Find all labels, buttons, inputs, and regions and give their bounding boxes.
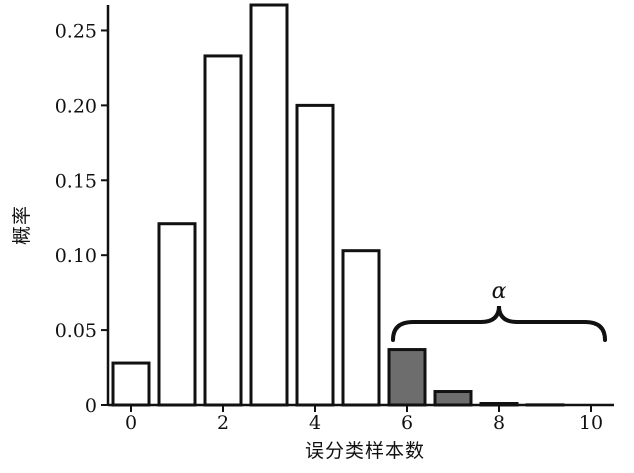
bar-3 bbox=[251, 5, 287, 405]
bar-0 bbox=[113, 363, 149, 405]
y-tick-label: 0.15 bbox=[55, 170, 97, 192]
y-tick-label: 0.25 bbox=[55, 20, 97, 42]
x-tick-label: 10 bbox=[579, 412, 603, 434]
x-tick-label: 8 bbox=[493, 412, 505, 434]
x-tick-label: 0 bbox=[125, 412, 137, 434]
y-tick-label: 0.05 bbox=[55, 320, 97, 342]
y-tick-label: 0.20 bbox=[55, 95, 97, 117]
alpha-label: α bbox=[492, 279, 507, 304]
bar-2 bbox=[205, 56, 241, 405]
x-tick-label: 2 bbox=[217, 412, 229, 434]
y-axis-label: 概率 bbox=[11, 205, 33, 245]
bars bbox=[113, 5, 563, 405]
bar-5 bbox=[343, 251, 379, 405]
y-tick-label: 0.10 bbox=[55, 245, 97, 267]
x-tick-label: 6 bbox=[401, 412, 413, 434]
curly-brace bbox=[393, 306, 605, 340]
bar-4 bbox=[297, 105, 333, 405]
bar-7 bbox=[435, 392, 471, 405]
bar-6 bbox=[389, 350, 425, 405]
annotation: α bbox=[393, 279, 605, 340]
x-axis-label: 误分类样本数 bbox=[305, 440, 425, 462]
x-tick-label: 4 bbox=[309, 412, 321, 434]
bar-1 bbox=[159, 224, 195, 405]
y-tick-label: 0 bbox=[85, 395, 97, 417]
